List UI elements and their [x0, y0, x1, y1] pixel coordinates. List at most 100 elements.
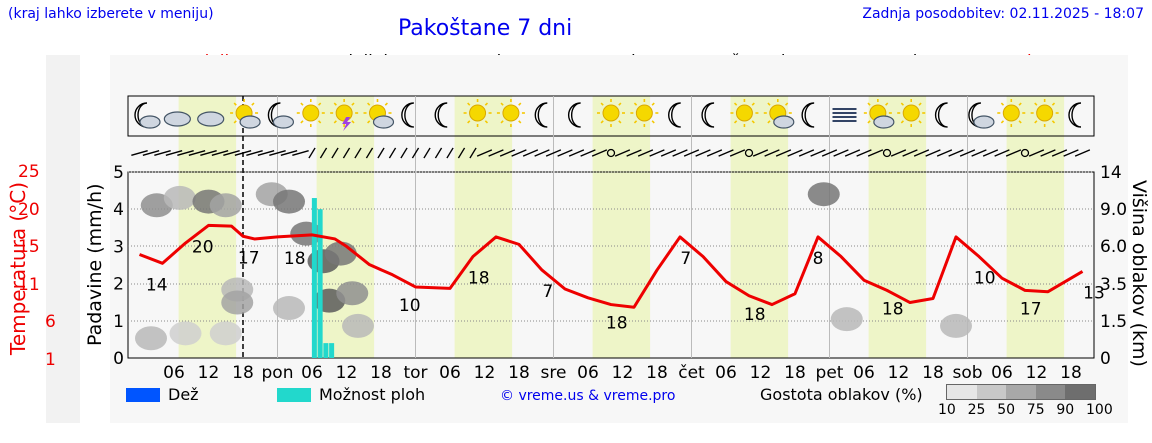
sun-ray	[900, 102, 905, 106]
wind-barb	[637, 149, 654, 157]
x-tick-label: 06	[991, 363, 1013, 383]
temperature-label: 17	[1020, 299, 1042, 319]
rain-tick-label: 5	[113, 163, 124, 183]
wind-barb	[752, 149, 769, 157]
wind-barb	[902, 149, 918, 157]
temperature-label: 10	[399, 296, 421, 316]
x-tick-label: 12	[612, 363, 634, 383]
wind-barb	[614, 149, 631, 157]
wind-barb	[342, 147, 351, 159]
sun-ray	[300, 102, 304, 106]
sun-icon	[1036, 104, 1054, 122]
sun-ray	[500, 120, 504, 124]
cloud-icon	[197, 111, 225, 127]
sun-ray	[867, 102, 871, 106]
sun-ray	[900, 120, 905, 124]
sun-ray	[600, 102, 604, 106]
temperature-tick-label: 11	[18, 274, 40, 295]
cloud-blob	[135, 326, 167, 351]
wind-barb	[269, 150, 286, 156]
sun-lightning-icon	[335, 104, 353, 122]
wind-barb	[131, 150, 148, 156]
wind-barb	[476, 149, 493, 157]
sun-ray	[317, 102, 322, 106]
temperature-label: 18	[744, 305, 766, 325]
credit-link[interactable]: © vreme.us & vreme.pro	[500, 388, 676, 404]
cloud-blob	[221, 290, 254, 315]
wind-barb	[580, 149, 596, 157]
cloud-blob	[163, 185, 196, 210]
cloud-blob	[940, 313, 972, 338]
wind-barb	[959, 149, 976, 157]
cloud-blob	[169, 321, 202, 346]
temperature-tick-label: 15	[18, 237, 40, 257]
wind-barb	[319, 147, 328, 159]
x-tick-label: pon	[262, 363, 294, 383]
wind-barb	[365, 147, 374, 159]
wind-barb	[890, 149, 907, 157]
wind-barb	[994, 149, 1010, 157]
wind-barb	[913, 149, 930, 157]
moon-icon	[668, 102, 681, 128]
rain-tick-label: 0	[113, 349, 124, 369]
wind-barb	[200, 150, 217, 156]
wind-barb	[1051, 149, 1068, 157]
x-tick-label: 18	[370, 363, 392, 383]
cloud-blob	[273, 189, 305, 214]
cloud-height-tick-label: 1.5	[1100, 312, 1127, 332]
wind-barb	[948, 149, 964, 157]
wind-barb	[1028, 149, 1045, 157]
sun-ray	[733, 120, 738, 124]
shower-bar	[317, 209, 323, 358]
temperature-label: 7	[542, 282, 553, 302]
wind-barb	[534, 149, 550, 157]
cloud-height-tick-label: 3.5	[1100, 275, 1127, 295]
x-tick-label: sob	[952, 363, 982, 383]
sun-ray	[233, 102, 237, 106]
rain-legend-swatch	[126, 388, 160, 402]
sun-ray	[300, 120, 304, 124]
moon-icon	[401, 102, 414, 128]
density-step-label: 75	[1026, 402, 1045, 418]
x-tick-label: 12	[888, 363, 910, 383]
wind-barb	[457, 147, 466, 159]
sun-icon	[735, 104, 753, 122]
cloud-density-title: Gostota oblakov (%)	[760, 385, 923, 404]
rain-legend-label: Dež	[168, 385, 199, 404]
wind-barb	[388, 147, 397, 159]
wind-barb	[331, 147, 339, 159]
wind-barb	[626, 149, 642, 157]
wind-barb	[308, 147, 316, 159]
wind-barb	[683, 149, 700, 157]
cloud-height-tick-label: 0	[1100, 349, 1111, 369]
density-step-90	[1065, 385, 1095, 399]
wind-barb	[1063, 149, 1079, 157]
wind-barb	[660, 149, 677, 157]
sun-ray	[333, 120, 337, 124]
sun-ray	[333, 102, 337, 106]
sun-ray	[751, 102, 755, 106]
wind-barb	[469, 147, 477, 159]
sun-ray	[233, 120, 237, 124]
sun-icon	[469, 104, 487, 122]
x-tick-label: 12	[474, 363, 496, 383]
sun-ray	[767, 120, 771, 124]
sun-ray	[885, 102, 889, 106]
page-title: Pakoštane 7 dni	[398, 16, 573, 41]
cloud-icon	[139, 115, 161, 129]
wind-barb	[154, 150, 171, 156]
wind-calm-marker	[1020, 148, 1030, 158]
temperature-label: 17	[238, 248, 260, 268]
wind-barb	[354, 147, 362, 159]
x-tick-label: 12	[336, 363, 358, 383]
wind-barb	[165, 150, 183, 156]
cloud-icon	[239, 115, 261, 129]
wind-barb	[511, 149, 527, 157]
wind-barb	[695, 149, 711, 157]
wind-barb	[672, 149, 688, 157]
location-hint: (kraj lahko izberete v meniju)	[8, 6, 214, 22]
temperature-label: 8	[813, 249, 824, 269]
sun-icon	[1002, 104, 1020, 122]
wind-calm-marker	[606, 148, 616, 158]
